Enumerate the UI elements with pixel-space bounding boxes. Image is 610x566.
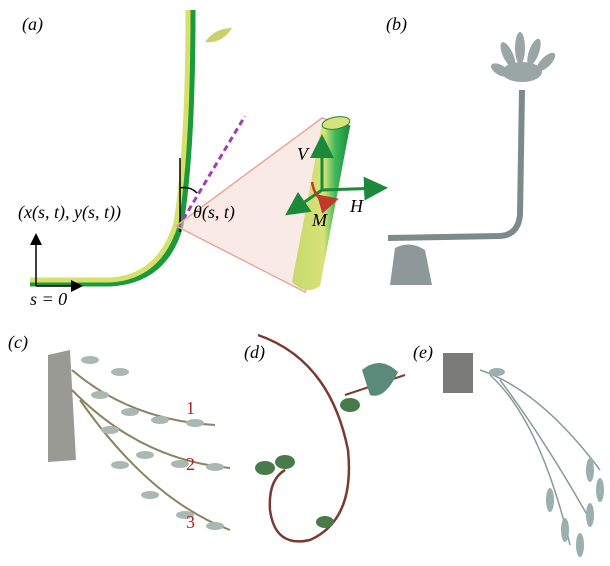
panel-a: (a) (x(s, t), y(s, t)) θ(s, t) s = 0 V H…: [18, 10, 382, 309]
branch-number: 1: [186, 398, 195, 418]
origin-label: s = 0: [30, 289, 67, 309]
trunk: [48, 350, 76, 462]
panel-label: (c): [8, 332, 28, 353]
panel-e: (e): [413, 342, 604, 557]
angle-label: θ(s, t): [193, 202, 235, 223]
flower-cluster: [489, 32, 558, 82]
stem: [388, 90, 522, 238]
panel-b: (b): [386, 14, 558, 285]
panel-label: (e): [413, 342, 433, 363]
base: [390, 244, 432, 285]
h-arrow: [322, 188, 382, 190]
bark-inset: [443, 353, 473, 393]
panel-label: (b): [386, 14, 407, 35]
branch-number: 3: [186, 512, 195, 532]
panel-d: (d): [244, 335, 405, 541]
branches: [480, 370, 600, 545]
h-label: H: [349, 196, 364, 216]
leaves: [489, 368, 604, 557]
panel-c: (c) 1 2 3: [8, 332, 230, 532]
vine: [258, 335, 349, 541]
position-label: (x(s, t), y(s, t)): [18, 202, 121, 223]
m-label: M: [311, 210, 328, 230]
rod-highlight: [30, 10, 188, 280]
figure: (a) (x(s, t), y(s, t)) θ(s, t) s = 0 V H…: [0, 0, 610, 566]
branch-number: 2: [186, 454, 195, 474]
leaves: [81, 356, 224, 530]
panel-label: (a): [22, 14, 43, 35]
panel-label: (d): [244, 342, 265, 363]
vine-leaves: [255, 363, 398, 528]
leaf: [205, 28, 232, 42]
